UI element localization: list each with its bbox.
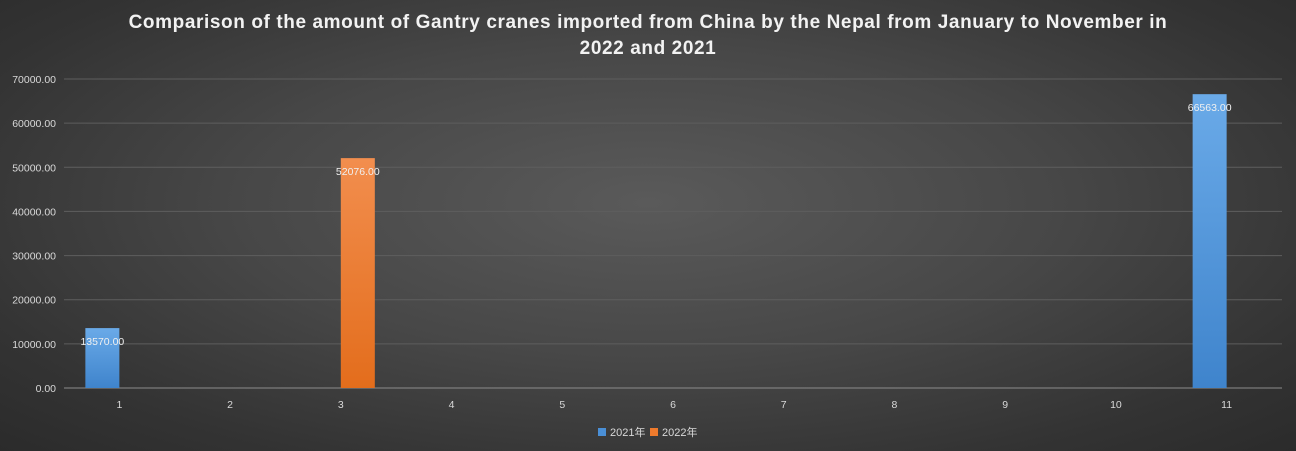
x-tick-label: 5 — [559, 399, 565, 411]
bar — [340, 158, 375, 388]
legend-label: 2021年 — [610, 425, 645, 439]
legend: 2021年 2022年 — [598, 425, 697, 439]
y-tick-label: 50000.00 — [12, 162, 56, 174]
data-label: 66563.00 — [1188, 102, 1232, 114]
bar — [85, 328, 120, 388]
x-tick-label: 9 — [1002, 399, 1008, 411]
y-tick-label: 40000.00 — [12, 206, 56, 218]
y-tick-label: 60000.00 — [12, 118, 56, 130]
x-axis: 1 2 3 4 5 6 7 8 9 10 11 — [116, 399, 1232, 411]
y-tick-label: 0.00 — [36, 383, 57, 395]
x-tick-label: 2 — [227, 399, 233, 411]
x-tick-label: 3 — [338, 399, 344, 411]
x-tick-label: 1 — [116, 399, 122, 411]
data-label: 13570.00 — [80, 336, 124, 348]
y-tick-label: 70000.00 — [12, 74, 56, 86]
y-tick-label: 10000.00 — [12, 339, 56, 351]
x-tick-label: 4 — [449, 399, 455, 411]
y-tick-label: 20000.00 — [12, 295, 56, 307]
x-tick-label: 11 — [1221, 399, 1232, 411]
legend-swatch — [598, 428, 606, 436]
chart-title: Comparison of the amount of Gantry crane… — [128, 12, 1168, 59]
bar — [1192, 94, 1227, 388]
y-tick-label: 30000.00 — [12, 251, 56, 263]
x-tick-label: 8 — [892, 399, 898, 411]
data-labels: 13570.00 52076.00 66563.00 — [80, 102, 1231, 348]
x-tick-label: 7 — [781, 399, 787, 411]
data-label: 52076.00 — [336, 166, 380, 178]
gridlines — [64, 78, 1282, 389]
x-tick-label: 6 — [670, 399, 676, 411]
legend-swatch — [650, 428, 658, 436]
y-axis: 0.00 10000.00 20000.00 30000.00 40000.00 5000… — [12, 74, 56, 395]
legend-label: 2022年 — [662, 425, 697, 439]
x-tick-label: 10 — [1110, 399, 1122, 411]
bars — [85, 94, 1227, 388]
